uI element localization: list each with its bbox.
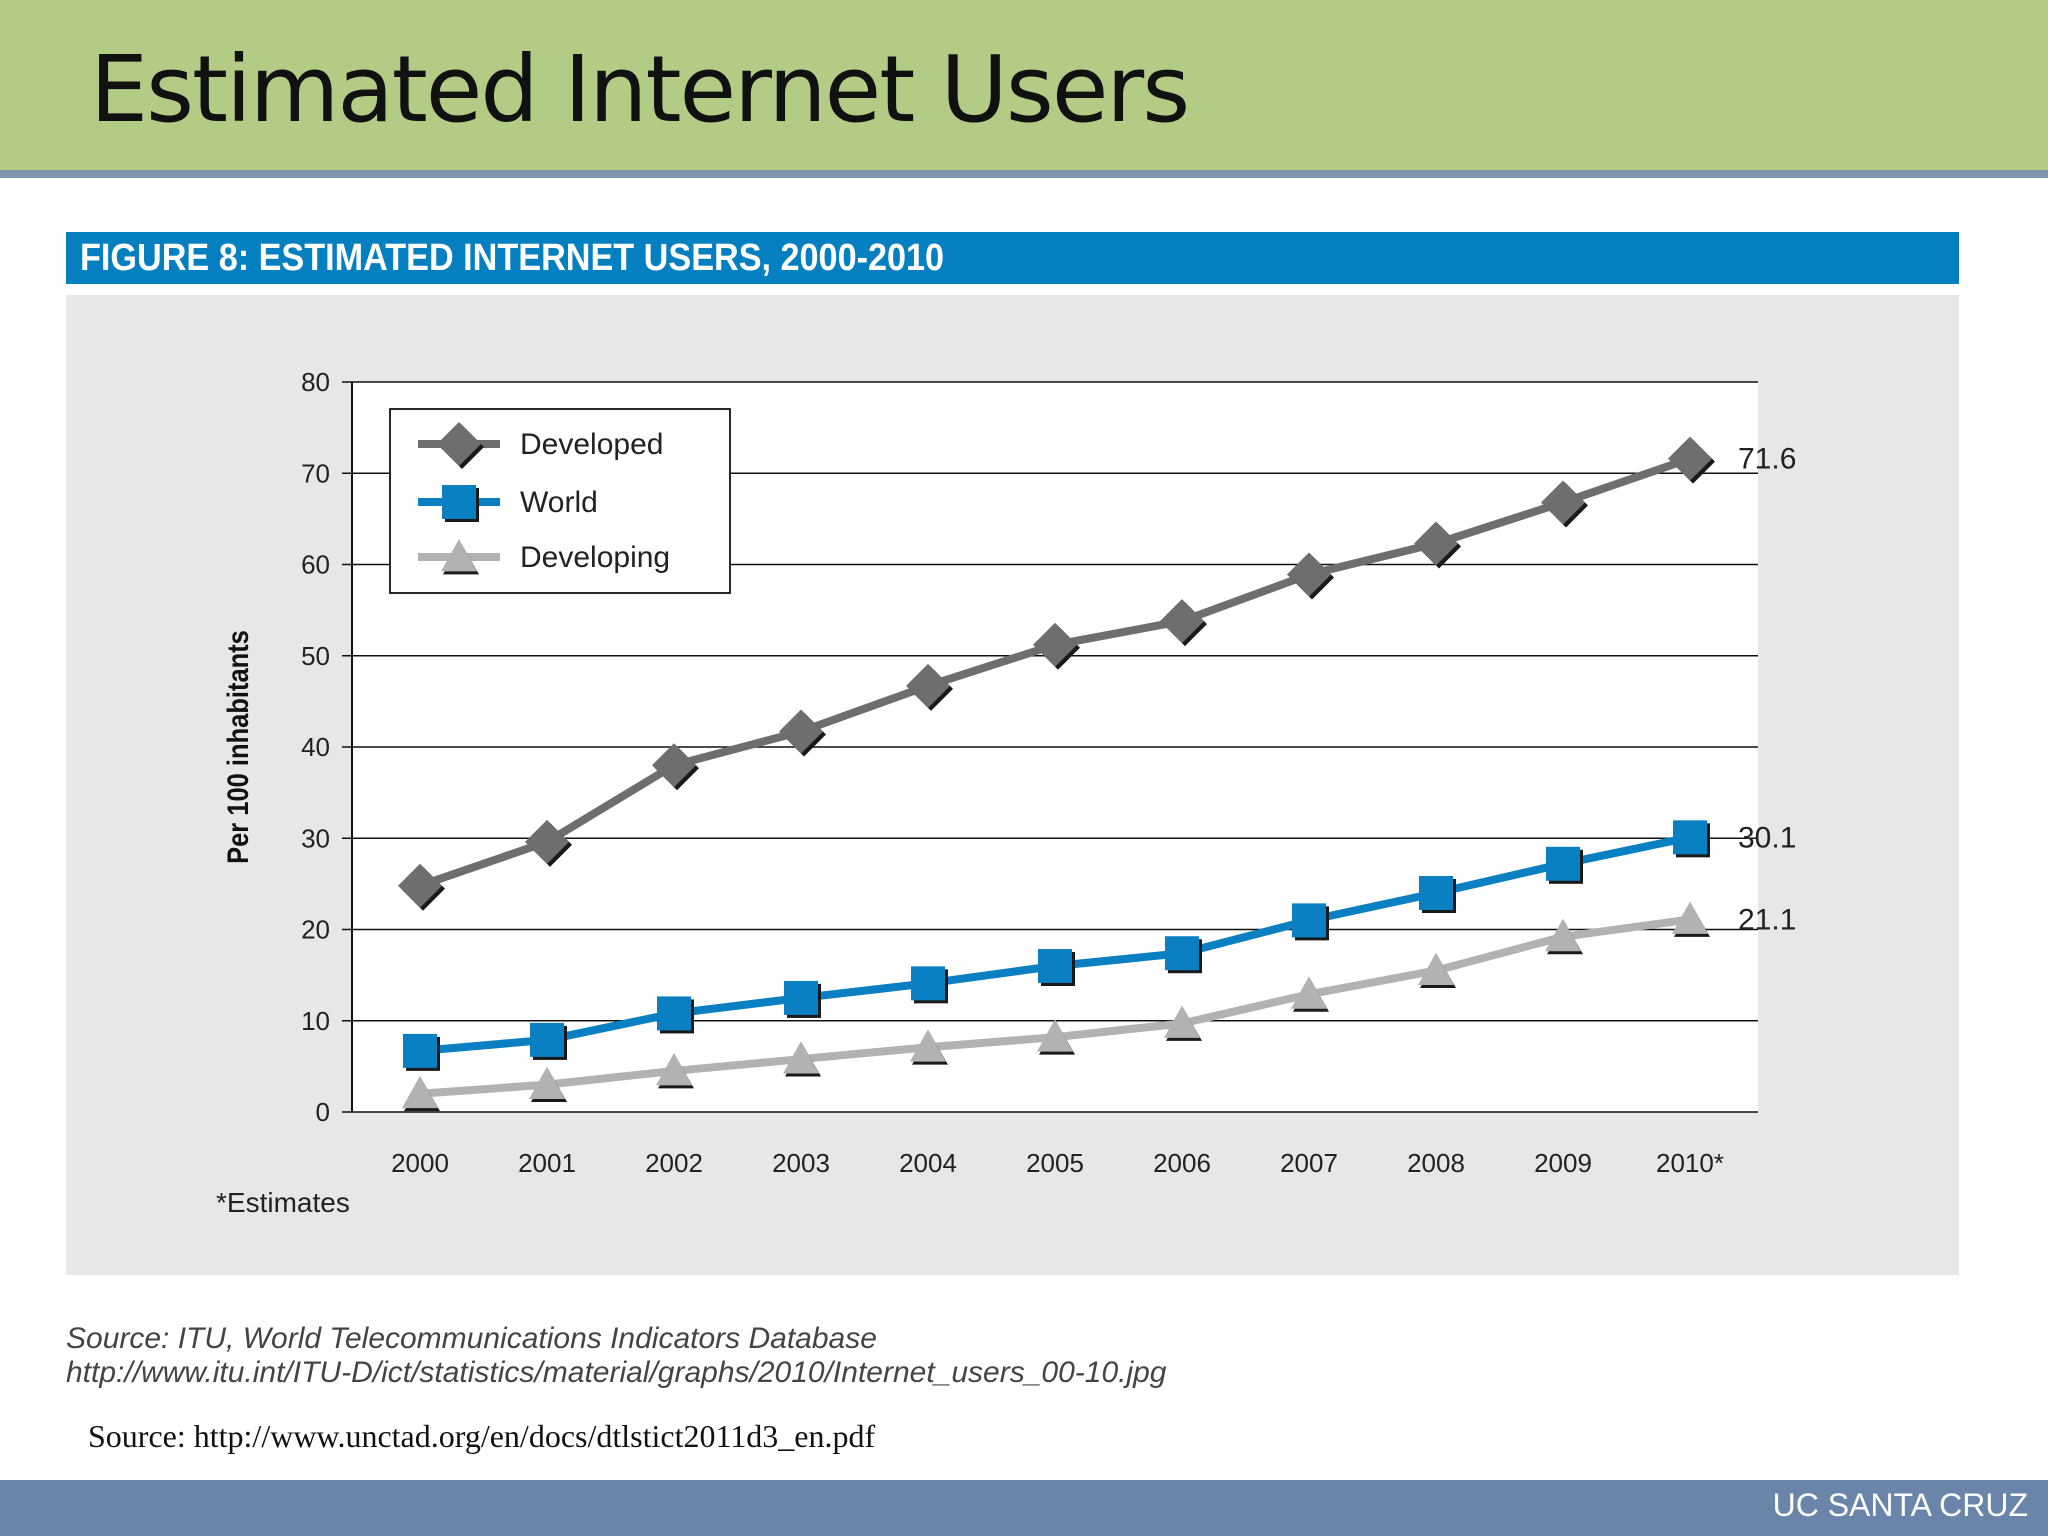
developing-point: [910, 1029, 948, 1065]
legend-label-developed: Developed: [520, 428, 663, 461]
world-point: [1419, 876, 1456, 913]
title-bar: [0, 0, 2048, 170]
figure-banner: [66, 232, 1959, 284]
end-label-world: 30.1: [1738, 821, 1796, 854]
footer-label: UC SANTA CRUZ: [1772, 1487, 2028, 1523]
developed-point: [1414, 521, 1461, 569]
y-axis-label: Per 100 inhabitants: [221, 630, 254, 864]
world-point: [1165, 936, 1202, 974]
world-point: [1673, 820, 1710, 858]
developing-point: [783, 1041, 821, 1077]
title-bar-rule: [0, 170, 2048, 178]
x-tick-label: 2003: [772, 1148, 830, 1178]
x-tick-label: 2008: [1407, 1148, 1465, 1178]
end-label-developed: 71.6: [1738, 443, 1796, 476]
developing-point: [1037, 1019, 1075, 1055]
developing-point: [656, 1052, 694, 1089]
y-tick-label: 80: [301, 367, 330, 397]
developed-point: [1668, 436, 1715, 484]
footer-bar: [0, 1480, 2048, 1536]
developing-point: [402, 1075, 440, 1112]
world-point: [530, 1022, 567, 1060]
world-point: [403, 1033, 440, 1071]
y-tick-label: 60: [301, 550, 330, 580]
x-tick-label: 2002: [645, 1148, 703, 1178]
y-tick-label: 40: [301, 732, 330, 762]
source-itu: Source: ITU, World Telecommunications In…: [66, 1322, 877, 1355]
legend-marker-world: [442, 485, 479, 522]
developed-point: [398, 863, 445, 911]
developed-point: [906, 663, 953, 711]
legend-label-developing: Developing: [520, 541, 670, 574]
legend-label-world: World: [520, 486, 598, 519]
y-tick-label: 10: [301, 1006, 330, 1036]
world-point: [657, 996, 694, 1034]
world-point: [784, 980, 821, 1018]
y-tick-label: 50: [301, 641, 330, 671]
end-label-developing: 21.1: [1738, 903, 1796, 936]
legend-marker-developing: [441, 539, 479, 575]
developing-point: [1545, 918, 1583, 955]
developing-point: [1164, 1005, 1202, 1041]
source-unctad: Source: http://www.unctad.org/en/docs/dt…: [88, 1418, 876, 1454]
figure-title: FIGURE 8: ESTIMATED INTERNET USERS, 2000…: [80, 237, 945, 279]
developing-point: [1418, 952, 1456, 988]
estimates-note: *Estimates: [216, 1187, 350, 1218]
x-tick-label: 2006: [1153, 1148, 1211, 1178]
y-tick-label: 70: [301, 458, 330, 488]
x-tick-label: 2010*: [1656, 1148, 1724, 1178]
x-tick-label: 2005: [1026, 1148, 1084, 1178]
x-tick-label: 2004: [899, 1148, 957, 1178]
world-point: [1546, 846, 1583, 884]
axis-layer: 0 10 20 30 40 50 60 70 80 Per 100 inhabitants 2000…: [216, 367, 1724, 1218]
developed-point: [525, 819, 572, 867]
developed-point: [1033, 622, 1080, 670]
x-tick-label: 2000: [391, 1148, 449, 1178]
developing-point: [1291, 976, 1329, 1012]
developing-point: [1672, 901, 1710, 937]
label-layer: 21.1 30.1 71.6: [1738, 443, 1796, 937]
y-tick-label: 20: [301, 915, 330, 945]
developed-point: [1541, 480, 1588, 528]
y-tick-label: 0: [316, 1097, 330, 1127]
series-layer: [398, 436, 1715, 1112]
developing-point: [529, 1066, 567, 1103]
developed-point: [652, 743, 699, 791]
legend-marker-developed: [437, 422, 484, 469]
developed-point: [1160, 599, 1207, 647]
x-tick-label: 2009: [1534, 1148, 1592, 1178]
developed-point: [1287, 552, 1334, 600]
world-point: [911, 966, 948, 1004]
developed-point: [779, 709, 826, 757]
legend: Developed World Developing: [389, 408, 731, 594]
y-tick-label: 30: [301, 823, 330, 853]
world-point: [1038, 949, 1075, 986]
source-itu-url: http://www.itu.int/ITU-D/ict/statistics/…: [66, 1356, 1167, 1389]
slide-title: Estimated Internet Users: [90, 36, 1190, 143]
x-tick-label: 2007: [1280, 1148, 1338, 1178]
world-point: [1292, 903, 1329, 941]
x-tick-label: 2001: [518, 1148, 576, 1178]
